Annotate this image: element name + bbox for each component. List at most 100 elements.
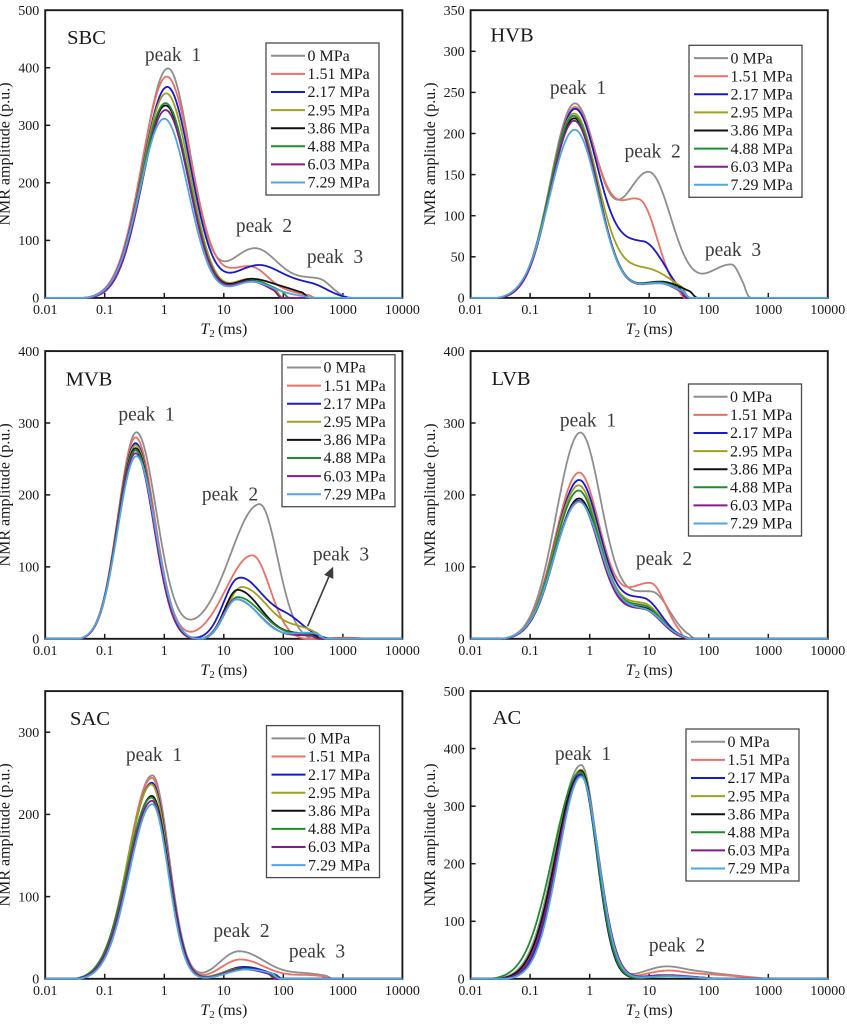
svg-text:3.86 MPa: 3.86 MPa: [308, 120, 370, 137]
svg-text:0.1: 0.1: [521, 303, 539, 318]
svg-text:4.88 MPa: 4.88 MPa: [731, 141, 793, 158]
svg-text:peak 1: peak 1: [118, 405, 174, 426]
svg-text:0 MPa: 0 MPa: [324, 360, 366, 377]
svg-text:T2 (ms): T2 (ms): [626, 1002, 673, 1021]
svg-text:3.86 MPa: 3.86 MPa: [324, 432, 386, 449]
svg-text:100: 100: [444, 915, 465, 930]
svg-text:10000: 10000: [810, 644, 845, 659]
svg-text:0: 0: [458, 973, 465, 988]
svg-text:T2 (ms): T2 (ms): [626, 662, 673, 681]
svg-text:MVB: MVB: [66, 369, 113, 391]
svg-text:6.03 MPa: 6.03 MPa: [308, 157, 370, 174]
svg-text:6.03 MPa: 6.03 MPa: [730, 498, 792, 515]
svg-text:1: 1: [586, 303, 593, 318]
svg-text:400: 400: [18, 62, 39, 77]
svg-text:1: 1: [161, 644, 168, 659]
svg-text:4.88 MPa: 4.88 MPa: [728, 825, 790, 842]
svg-text:2.17 MPa: 2.17 MPa: [308, 767, 370, 784]
svg-text:1: 1: [586, 984, 593, 999]
svg-text:10: 10: [217, 303, 231, 318]
svg-text:100: 100: [273, 644, 294, 659]
svg-text:2.95 MPa: 2.95 MPa: [728, 788, 790, 805]
svg-text:0.1: 0.1: [96, 303, 114, 318]
svg-text:4.88 MPa: 4.88 MPa: [730, 480, 792, 497]
svg-text:10000: 10000: [810, 303, 845, 318]
svg-text:0.01: 0.01: [458, 644, 483, 659]
svg-text:peak 2: peak 2: [636, 549, 692, 570]
svg-text:0 MPa: 0 MPa: [728, 734, 770, 751]
svg-text:1000: 1000: [754, 984, 782, 999]
svg-text:7.29 MPa: 7.29 MPa: [730, 516, 792, 533]
svg-text:AC: AC: [493, 707, 521, 729]
svg-text:peak 3: peak 3: [289, 942, 345, 963]
svg-text:1.51 MPa: 1.51 MPa: [308, 749, 370, 766]
svg-text:NMR amplitude (p.u.): NMR amplitude (p.u.): [422, 82, 439, 225]
svg-text:peak 1: peak 1: [550, 78, 606, 99]
svg-text:300: 300: [444, 417, 465, 432]
svg-text:10000: 10000: [385, 984, 420, 999]
svg-text:T2 (ms): T2 (ms): [200, 1002, 247, 1021]
svg-text:0 MPa: 0 MPa: [308, 48, 350, 65]
svg-text:peak 2: peak 2: [649, 936, 705, 957]
svg-text:100: 100: [444, 561, 465, 576]
svg-text:peak 1: peak 1: [555, 744, 611, 765]
svg-text:peak 2: peak 2: [202, 485, 258, 506]
svg-text:10: 10: [642, 644, 656, 659]
svg-text:7.29 MPa: 7.29 MPa: [324, 486, 386, 503]
svg-text:1000: 1000: [329, 984, 357, 999]
svg-text:NMR amplitude (p.u.): NMR amplitude (p.u.): [0, 763, 14, 906]
svg-text:T2 (ms): T2 (ms): [200, 321, 247, 340]
svg-text:T2 (ms): T2 (ms): [200, 662, 247, 681]
svg-text:3.86 MPa: 3.86 MPa: [728, 806, 790, 823]
svg-text:0.1: 0.1: [521, 644, 539, 659]
svg-text:0.01: 0.01: [33, 644, 58, 659]
svg-text:10: 10: [642, 984, 656, 999]
svg-text:100: 100: [698, 984, 719, 999]
svg-text:100: 100: [698, 644, 719, 659]
svg-text:7.29 MPa: 7.29 MPa: [731, 177, 793, 194]
svg-text:peak 1: peak 1: [126, 745, 182, 766]
svg-text:100: 100: [18, 234, 39, 249]
svg-text:2.17 MPa: 2.17 MPa: [308, 84, 370, 101]
svg-text:400: 400: [444, 742, 465, 757]
svg-text:0 MPa: 0 MPa: [731, 50, 773, 67]
svg-text:10000: 10000: [385, 303, 420, 318]
svg-text:0.01: 0.01: [458, 303, 483, 318]
svg-text:200: 200: [444, 127, 465, 142]
svg-text:200: 200: [18, 177, 39, 192]
svg-text:2.95 MPa: 2.95 MPa: [731, 105, 793, 122]
svg-text:NMR amplitude (p.u.): NMR amplitude (p.u.): [422, 763, 439, 906]
svg-text:1: 1: [161, 303, 168, 318]
svg-text:6.03 MPa: 6.03 MPa: [324, 468, 386, 485]
svg-text:300: 300: [18, 417, 39, 432]
svg-text:1000: 1000: [329, 303, 357, 318]
svg-text:0.1: 0.1: [96, 644, 114, 659]
svg-text:100: 100: [444, 210, 465, 225]
svg-text:2.95 MPa: 2.95 MPa: [324, 414, 386, 431]
svg-text:1: 1: [161, 984, 168, 999]
svg-text:peak 1: peak 1: [560, 411, 616, 432]
svg-text:NMR amplitude (p.u.): NMR amplitude (p.u.): [0, 423, 14, 566]
svg-text:SBC: SBC: [67, 27, 106, 49]
svg-text:200: 200: [18, 808, 39, 823]
svg-text:0: 0: [32, 292, 39, 307]
svg-text:peak 3: peak 3: [313, 545, 369, 566]
svg-text:400: 400: [18, 345, 39, 360]
svg-text:peak 2: peak 2: [213, 921, 269, 942]
svg-text:1.51 MPa: 1.51 MPa: [728, 752, 790, 769]
svg-text:200: 200: [18, 489, 39, 504]
svg-text:0: 0: [32, 633, 39, 648]
svg-text:0: 0: [32, 973, 39, 988]
svg-text:0.01: 0.01: [33, 303, 58, 318]
svg-text:0: 0: [458, 633, 465, 648]
svg-text:T2 (ms): T2 (ms): [626, 321, 673, 340]
svg-text:100: 100: [18, 890, 39, 905]
svg-text:10: 10: [642, 303, 656, 318]
svg-text:300: 300: [444, 45, 465, 60]
svg-text:250: 250: [444, 86, 465, 101]
svg-text:200: 200: [444, 858, 465, 873]
svg-text:2.17 MPa: 2.17 MPa: [324, 396, 386, 413]
svg-text:0 MPa: 0 MPa: [308, 731, 350, 748]
svg-text:0.01: 0.01: [458, 984, 483, 999]
svg-text:1000: 1000: [329, 644, 357, 659]
